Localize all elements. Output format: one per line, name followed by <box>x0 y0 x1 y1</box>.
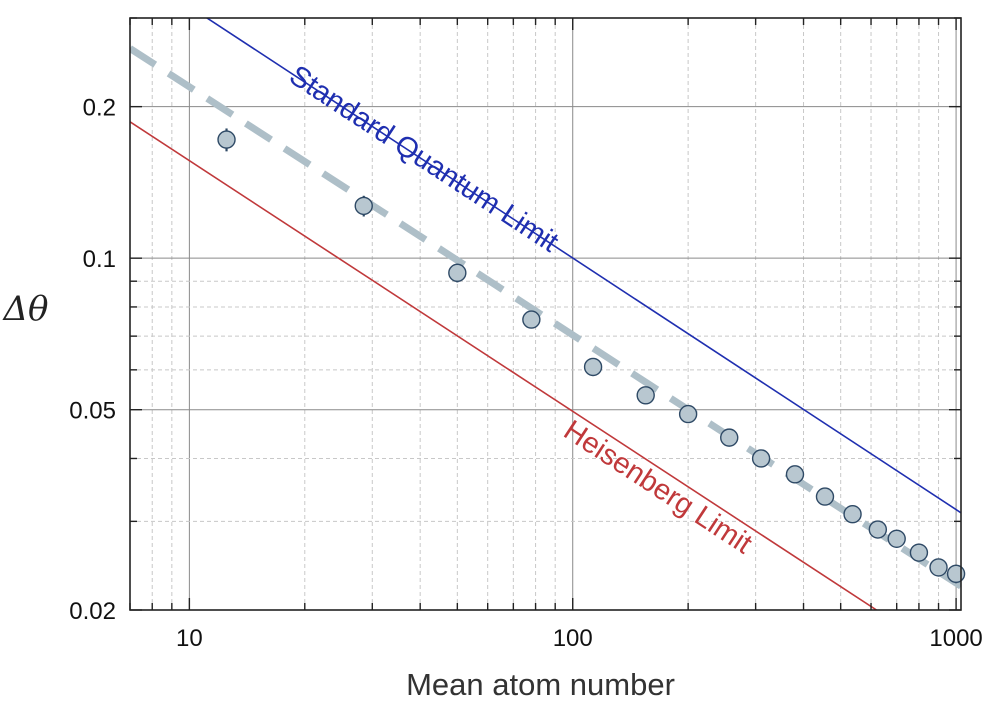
data-point <box>448 263 467 283</box>
sql-label: Standard Quantum Limit <box>284 59 564 258</box>
y-tick-label: 0.2 <box>83 95 116 122</box>
data-point <box>843 504 862 524</box>
point-marker <box>636 386 655 405</box>
y-tick-label: 0.1 <box>83 246 116 273</box>
data-point <box>751 449 771 468</box>
data-point <box>522 310 541 329</box>
point-marker <box>815 487 835 506</box>
x-tick-label: 10 <box>176 625 203 652</box>
grid <box>129 17 961 611</box>
point-marker <box>583 357 603 377</box>
point-marker <box>785 465 805 484</box>
data-point <box>636 386 655 405</box>
point-marker <box>217 130 236 149</box>
data-point <box>909 543 929 562</box>
point-marker <box>868 520 888 539</box>
data-point <box>217 128 236 152</box>
point-marker <box>909 543 929 562</box>
data-point <box>720 428 739 447</box>
point-marker <box>929 558 948 577</box>
data-point <box>929 558 948 577</box>
data-point <box>815 487 835 506</box>
point-marker <box>887 529 906 548</box>
data-point <box>354 195 373 217</box>
x-axis-title: Mean atom number <box>406 667 675 702</box>
limit-lines <box>130 18 961 610</box>
data-point <box>785 465 805 484</box>
axis-ticks <box>129 17 961 611</box>
data-points <box>217 128 966 584</box>
point-marker <box>522 310 541 329</box>
point-marker <box>678 404 698 424</box>
data-point <box>583 357 603 377</box>
point-marker <box>354 196 373 216</box>
point-marker <box>720 428 739 447</box>
plot-frame <box>129 17 962 611</box>
data-point <box>678 404 698 424</box>
point-marker <box>843 504 862 524</box>
limit-line <box>130 121 877 610</box>
data-point <box>868 520 888 539</box>
x-tick-label: 1000 <box>929 625 982 652</box>
y-tick-label: 0.02 <box>69 598 116 625</box>
limit-line <box>205 18 961 514</box>
y-tick-label: 0.05 <box>69 398 116 425</box>
data-point <box>946 564 966 584</box>
data-point <box>887 529 906 548</box>
point-marker <box>946 564 966 584</box>
point-marker <box>448 263 467 283</box>
fit-line <box>130 45 961 590</box>
y-axis-title: Δθ <box>1 289 48 329</box>
x-tick-label: 100 <box>553 625 593 652</box>
tick-labels: 10 100 1000 0.02 0.05 0.1 0.2 <box>69 95 982 652</box>
point-marker <box>751 449 771 468</box>
